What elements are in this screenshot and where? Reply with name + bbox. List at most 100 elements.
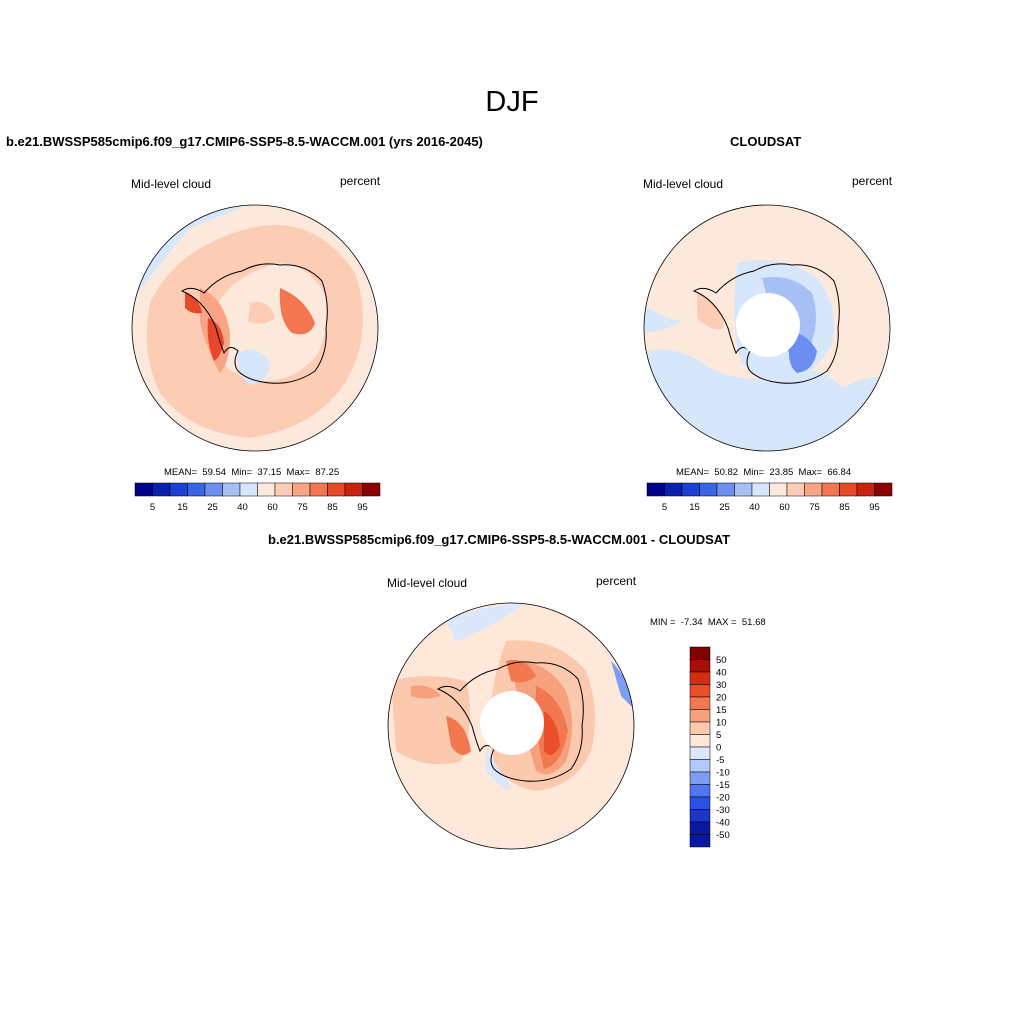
colorbar-box	[362, 482, 381, 497]
panel1-continent-field	[211, 263, 327, 381]
colorbar-tick-label: -40	[716, 818, 730, 829]
panel2-map-border	[643, 204, 891, 452]
colorbar-box	[804, 482, 823, 497]
colorbar-box	[204, 482, 223, 497]
colorbar-box	[646, 482, 665, 497]
colorbar-tick-label: 30	[716, 680, 727, 691]
colorbar-box	[689, 734, 711, 748]
panel3-peninsula-high	[446, 716, 471, 755]
colorbar-tick-label: 5	[662, 502, 667, 513]
panel1-west-max	[185, 293, 202, 314]
panel1-min-label: Min=	[231, 467, 253, 478]
panel1-peninsula-max	[207, 318, 224, 361]
panel3-ross-low	[486, 751, 511, 791]
panel2-min-label: Min=	[743, 467, 765, 478]
colorbar-tick-label: 75	[809, 502, 820, 513]
figure-title: DJF	[485, 86, 539, 118]
colorbar-tick-label: -50	[716, 830, 730, 841]
panel1-title: b.e21.BWSSP585cmip6.f09_g17.CMIP6-SSP5-8…	[6, 134, 483, 149]
colorbar-box	[689, 746, 711, 760]
panel3-west-high	[411, 685, 441, 699]
panel1-units-label: percent	[340, 174, 381, 188]
colorbar-box	[856, 482, 875, 497]
colorbar-tick-label: 0	[716, 743, 721, 754]
panel1-map-border	[131, 204, 379, 452]
panel1-stats: MEAN= 59.54 Min= 37.15 Max= 87.25	[164, 467, 339, 478]
colorbar-box	[689, 721, 711, 735]
panel3-max-label: MAX =	[707, 617, 737, 628]
colorbar-tick-label: 5	[716, 730, 721, 741]
colorbar-tick-label: 10	[716, 718, 727, 729]
panel1-max-label: Max=	[286, 467, 311, 478]
colorbar-box	[839, 482, 858, 497]
panel2-southern-low-band	[644, 349, 890, 451]
panel2-mean-label: MEAN=	[676, 467, 709, 478]
panel2-title: CLOUDSAT	[730, 134, 802, 149]
colorbar-box	[689, 784, 711, 798]
panel3-west-positive	[391, 676, 470, 765]
colorbar-box	[689, 759, 711, 773]
panel2-max-value: 66.84	[827, 467, 852, 478]
colorbar-tick-label: 85	[839, 502, 850, 513]
panel1-colorbar: 5 15 25 40 60 75 85 95	[134, 482, 381, 513]
colorbar-box	[681, 482, 700, 497]
colorbar-box	[187, 482, 206, 497]
colorbar-box	[689, 646, 711, 660]
panel2-units-label: percent	[852, 174, 893, 188]
panel3-min-value: -7.34	[680, 617, 703, 628]
colorbar-box	[689, 834, 711, 848]
colorbar-tick-label: 15	[716, 705, 727, 716]
panel2-min-region	[788, 333, 817, 373]
panel1-mean-value: 59.54	[202, 467, 227, 478]
colorbar-box	[699, 482, 718, 497]
panel2-min-value: 23.85	[769, 467, 794, 478]
panel2-coastline	[692, 263, 840, 384]
colorbar-box	[239, 482, 258, 497]
panel3-left-label: Mid-level cloud	[387, 576, 468, 590]
colorbar-box	[689, 671, 711, 685]
colorbar-tick-label: 15	[177, 502, 188, 513]
colorbar-box	[689, 709, 711, 723]
panel3-east-edge-low	[611, 661, 634, 711]
colorbar-box	[689, 771, 711, 785]
colorbar-tick-label: 60	[267, 502, 278, 513]
colorbar-tick-label: -5	[716, 755, 724, 766]
panel1-left-label: Mid-level cloud	[131, 177, 212, 191]
panel1-east-high	[279, 288, 315, 335]
colorbar-box	[169, 482, 188, 497]
panel3-north-high	[506, 660, 536, 683]
colorbar-tick-label: 40	[749, 502, 760, 513]
colorbar-box	[257, 482, 276, 497]
colorbar-box	[786, 482, 805, 497]
colorbar-box	[292, 482, 311, 497]
panel2-stats: MEAN= 50.82 Min= 23.85 Max= 66.84	[676, 467, 851, 478]
panel3-units-label: percent	[596, 574, 637, 588]
colorbar-tick-label: 95	[869, 502, 880, 513]
colorbar-tick-label: 95	[357, 502, 368, 513]
colorbar-box	[344, 482, 363, 497]
panel2-map	[643, 204, 891, 452]
colorbar-box	[821, 482, 840, 497]
panel1-min-value: 37.15	[257, 467, 282, 478]
panel3-max-value: 51.68	[741, 617, 766, 628]
colorbar-box	[152, 482, 171, 497]
colorbar-tick-label: 15	[689, 502, 700, 513]
colorbar-box	[689, 684, 711, 698]
colorbar-box	[734, 482, 753, 497]
colorbar-box	[664, 482, 683, 497]
panel3-coastline	[436, 661, 584, 782]
panel2-mean-value: 50.82	[714, 467, 739, 478]
panel2-colorbar: 5 15 25 40 60 75 85 95	[646, 482, 893, 513]
panel2-left-label: Mid-level cloud	[643, 177, 724, 191]
panel1-mean-label: MEAN=	[164, 467, 197, 478]
colorbar-box	[689, 696, 711, 710]
colorbar-tick-label: -10	[716, 768, 730, 779]
panel3-map-border	[387, 602, 635, 850]
colorbar-tick-label: 5	[150, 502, 155, 513]
colorbar-tick-label: 40	[716, 668, 727, 679]
colorbar-box	[689, 809, 711, 823]
colorbar-tick-label: -20	[716, 793, 730, 804]
colorbar-box	[751, 482, 770, 497]
colorbar-box	[689, 821, 711, 835]
colorbar-box	[874, 482, 893, 497]
